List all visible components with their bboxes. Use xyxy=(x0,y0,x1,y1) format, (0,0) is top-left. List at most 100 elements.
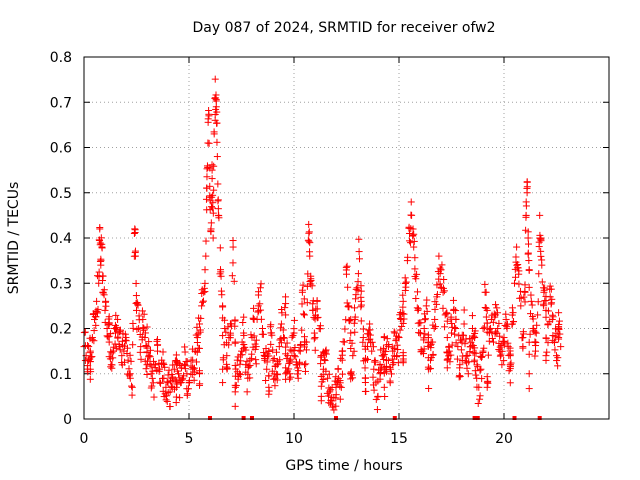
data-point xyxy=(361,345,369,353)
data-point xyxy=(509,309,517,317)
data-point xyxy=(507,359,515,367)
data-point xyxy=(209,234,217,242)
data-point xyxy=(391,329,399,337)
data-point xyxy=(410,243,418,251)
zero-point xyxy=(241,416,246,420)
data-point xyxy=(537,252,545,260)
data-point xyxy=(443,364,451,372)
data-point xyxy=(338,370,346,378)
data-point xyxy=(413,288,421,296)
data-point xyxy=(196,380,204,388)
data-point xyxy=(311,334,319,342)
data-point xyxy=(390,345,398,353)
data-point xyxy=(493,304,501,312)
data-point xyxy=(347,368,355,376)
data-point xyxy=(219,303,227,311)
data-point xyxy=(496,332,504,340)
x-tick-label: 5 xyxy=(185,431,194,447)
data-point xyxy=(173,367,181,375)
data-point xyxy=(463,364,471,372)
data-point xyxy=(349,352,357,360)
data-point xyxy=(120,358,128,366)
data-point xyxy=(354,270,362,278)
data-point xyxy=(420,325,428,332)
data-point xyxy=(551,339,559,347)
data-point xyxy=(515,280,523,288)
data-point xyxy=(438,261,446,269)
data-point xyxy=(190,376,198,384)
data-point xyxy=(199,298,207,306)
data-point xyxy=(394,346,402,354)
data-point xyxy=(282,293,290,301)
data-point xyxy=(411,265,419,273)
data-point xyxy=(351,313,359,321)
data-point xyxy=(229,259,237,267)
data-point xyxy=(368,347,376,355)
data-point xyxy=(534,311,542,319)
data-point xyxy=(443,349,451,357)
data-point xyxy=(286,346,294,354)
data-point xyxy=(484,351,492,359)
data-point xyxy=(376,375,384,383)
data-point xyxy=(474,400,482,408)
data-point xyxy=(127,357,135,365)
data-point xyxy=(226,334,234,342)
data-point xyxy=(423,307,431,315)
data-point xyxy=(388,370,396,378)
data-point xyxy=(298,326,306,334)
data-point xyxy=(364,355,372,363)
data-points xyxy=(80,75,565,420)
data-point xyxy=(207,219,215,227)
data-point xyxy=(184,385,192,393)
data-point xyxy=(460,320,468,328)
data-point xyxy=(223,365,231,373)
data-point xyxy=(382,348,390,356)
data-point xyxy=(478,353,486,361)
data-point xyxy=(225,341,233,349)
data-point xyxy=(96,224,104,232)
data-point xyxy=(135,316,143,324)
data-point xyxy=(512,253,520,261)
data-point xyxy=(557,343,565,351)
data-point xyxy=(250,332,258,340)
data-point xyxy=(553,357,561,365)
data-point xyxy=(337,354,345,362)
data-point xyxy=(357,317,365,325)
data-point xyxy=(169,361,177,369)
data-point xyxy=(369,343,377,351)
data-point xyxy=(449,296,457,304)
data-point xyxy=(208,203,216,211)
data-point xyxy=(294,374,302,382)
data-point xyxy=(531,338,539,346)
data-point xyxy=(231,317,239,325)
data-point xyxy=(99,289,107,297)
data-point xyxy=(409,225,417,233)
data-point xyxy=(523,178,531,186)
data-point xyxy=(405,223,413,231)
data-point xyxy=(555,325,563,333)
data-point xyxy=(332,391,340,399)
plot-frame xyxy=(83,56,610,420)
data-point xyxy=(531,328,539,336)
data-point xyxy=(334,365,342,373)
data-point xyxy=(244,370,252,378)
data-point xyxy=(383,335,391,343)
data-point xyxy=(551,346,559,354)
data-point xyxy=(221,316,229,324)
data-point xyxy=(88,353,96,361)
data-point xyxy=(494,309,502,317)
data-point xyxy=(404,253,412,261)
data-point xyxy=(306,239,314,247)
data-point xyxy=(399,349,407,357)
data-point xyxy=(197,314,205,322)
data-point xyxy=(555,335,563,343)
data-point xyxy=(417,346,425,354)
data-point xyxy=(212,91,220,99)
data-point xyxy=(147,384,155,392)
data-point xyxy=(343,299,351,307)
data-point xyxy=(411,254,419,262)
data-point xyxy=(256,300,264,308)
data-point xyxy=(399,319,407,327)
data-point xyxy=(255,288,263,296)
data-point xyxy=(400,315,408,323)
